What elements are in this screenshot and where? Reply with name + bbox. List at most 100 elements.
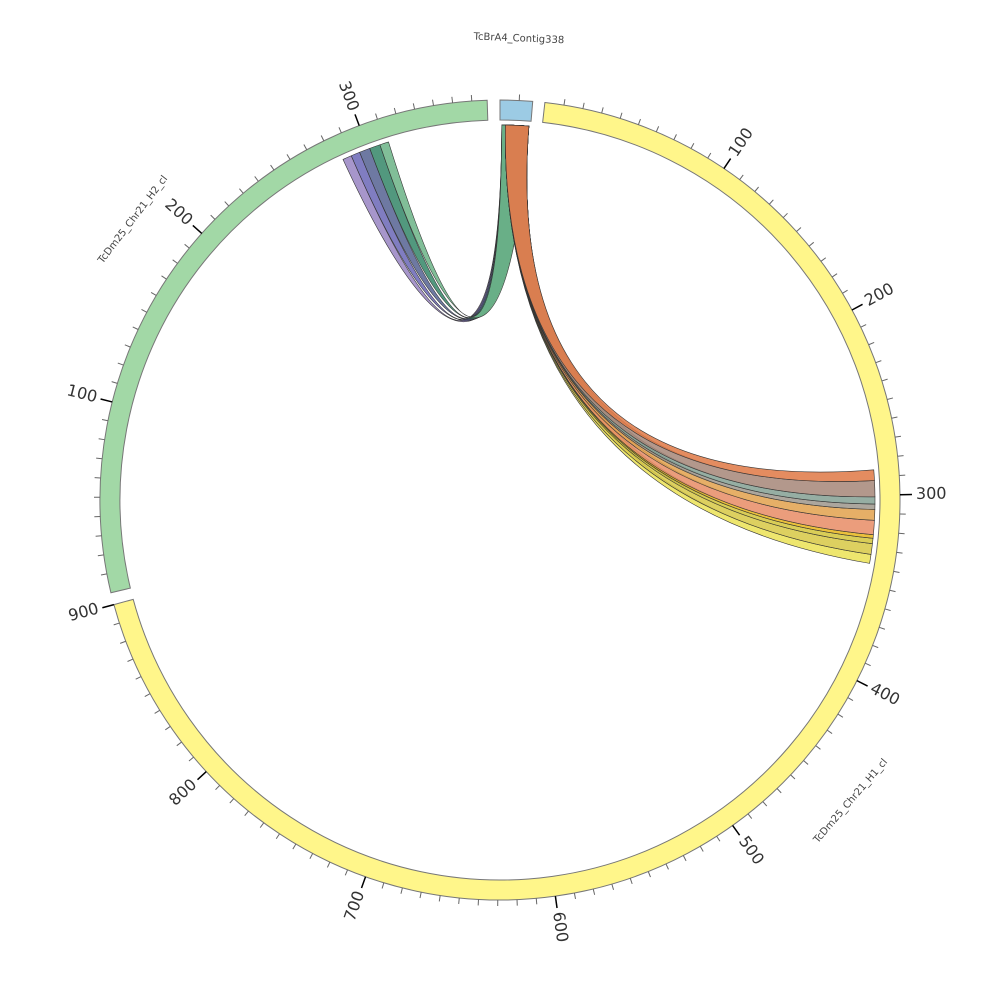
minor-tick bbox=[254, 176, 259, 182]
minor-tick bbox=[860, 324, 867, 328]
minor-tick bbox=[762, 801, 768, 807]
minor-tick bbox=[117, 362, 124, 366]
minor-tick bbox=[872, 644, 879, 649]
minor-tick bbox=[141, 309, 148, 313]
minor-tick bbox=[98, 438, 105, 441]
tick-label: 900 bbox=[66, 599, 100, 625]
major-tick bbox=[196, 771, 207, 781]
minor-tick bbox=[375, 113, 378, 120]
minor-tick bbox=[707, 152, 712, 159]
minor-tick bbox=[124, 344, 131, 348]
minor-tick bbox=[320, 135, 325, 142]
minor-tick bbox=[875, 360, 882, 364]
minor-tick bbox=[897, 455, 904, 457]
minor-tick bbox=[400, 887, 403, 894]
ticks-layer bbox=[94, 94, 912, 909]
major-tick bbox=[851, 303, 863, 311]
minor-tick bbox=[119, 640, 126, 644]
minor-tick bbox=[150, 291, 157, 296]
major-tick bbox=[192, 224, 203, 234]
minor-tick bbox=[803, 760, 809, 765]
tick-label: 100 bbox=[724, 124, 757, 160]
minor-tick bbox=[303, 144, 308, 151]
tick-label: 300 bbox=[916, 484, 947, 503]
minor-tick bbox=[419, 892, 422, 899]
minor-tick bbox=[165, 726, 171, 731]
minor-tick bbox=[682, 855, 687, 862]
minor-tick bbox=[224, 201, 230, 207]
minor-tick bbox=[244, 810, 249, 817]
segment-name-label: TcBrA4_Contig338 bbox=[472, 31, 564, 46]
minor-tick bbox=[326, 861, 331, 868]
minor-tick bbox=[96, 457, 103, 460]
minor-tick bbox=[432, 99, 435, 106]
minor-tick bbox=[239, 188, 244, 194]
major-tick bbox=[732, 824, 741, 836]
minor-tick bbox=[881, 378, 888, 382]
link-ribbon bbox=[505, 124, 876, 505]
minor-tick bbox=[665, 863, 669, 870]
minor-tick bbox=[344, 869, 349, 876]
minor-tick bbox=[259, 822, 265, 828]
minor-tick bbox=[768, 199, 774, 205]
major-tick bbox=[102, 603, 115, 609]
tick-label: 800 bbox=[165, 775, 200, 810]
minor-tick bbox=[412, 103, 416, 110]
segment-arc bbox=[113, 101, 901, 901]
tick-label: 700 bbox=[340, 888, 368, 923]
minor-tick bbox=[647, 871, 651, 878]
minor-tick bbox=[188, 756, 194, 762]
minor-tick bbox=[210, 214, 216, 220]
tick-label: 100 bbox=[65, 380, 99, 406]
minor-tick bbox=[826, 729, 833, 734]
minor-tick bbox=[154, 709, 161, 714]
minor-tick bbox=[270, 164, 275, 171]
minor-tick bbox=[864, 662, 871, 667]
minor-tick bbox=[113, 622, 120, 626]
minor-tick bbox=[573, 892, 576, 900]
minor-tick bbox=[144, 693, 151, 698]
minor-tick bbox=[135, 676, 142, 680]
minor-tick bbox=[619, 112, 623, 119]
minor-tick bbox=[132, 326, 139, 330]
minor-tick bbox=[95, 535, 102, 537]
tick-label: 400 bbox=[867, 678, 903, 709]
minor-tick bbox=[100, 573, 107, 576]
minor-tick bbox=[842, 289, 848, 294]
minor-tick bbox=[611, 883, 615, 890]
minor-tick bbox=[808, 241, 815, 247]
minor-tick bbox=[893, 570, 900, 573]
minor-tick bbox=[820, 257, 827, 262]
minor-tick bbox=[393, 107, 397, 114]
minor-tick bbox=[879, 626, 886, 630]
minor-tick bbox=[275, 833, 280, 840]
minor-tick bbox=[229, 798, 235, 804]
minor-tick bbox=[97, 554, 104, 557]
minor-tick bbox=[739, 174, 744, 181]
major-tick bbox=[554, 896, 558, 909]
minor-tick bbox=[292, 843, 297, 850]
tick-label: 500 bbox=[735, 832, 768, 868]
tick-label: 200 bbox=[861, 279, 897, 310]
minor-tick bbox=[601, 107, 604, 114]
minor-tick bbox=[563, 99, 566, 106]
minor-tick bbox=[831, 273, 838, 278]
minor-tick bbox=[535, 898, 538, 905]
segment-arc bbox=[499, 99, 534, 122]
minor-tick bbox=[796, 227, 802, 232]
minor-tick bbox=[790, 774, 796, 780]
minor-tick bbox=[782, 212, 788, 218]
major-tick bbox=[354, 114, 360, 126]
minor-tick bbox=[837, 713, 844, 718]
minor-tick bbox=[776, 788, 782, 794]
segment-name-label: TcDm25_Chr21_H1_cl bbox=[811, 757, 890, 846]
minor-tick bbox=[101, 419, 109, 422]
minor-tick bbox=[894, 435, 902, 438]
segments-layer bbox=[99, 99, 901, 901]
major-tick bbox=[723, 158, 732, 169]
minor-tick bbox=[381, 882, 385, 889]
minor-tick bbox=[438, 895, 441, 902]
link-ribbon bbox=[505, 124, 875, 482]
tick-label: 200 bbox=[161, 195, 196, 230]
